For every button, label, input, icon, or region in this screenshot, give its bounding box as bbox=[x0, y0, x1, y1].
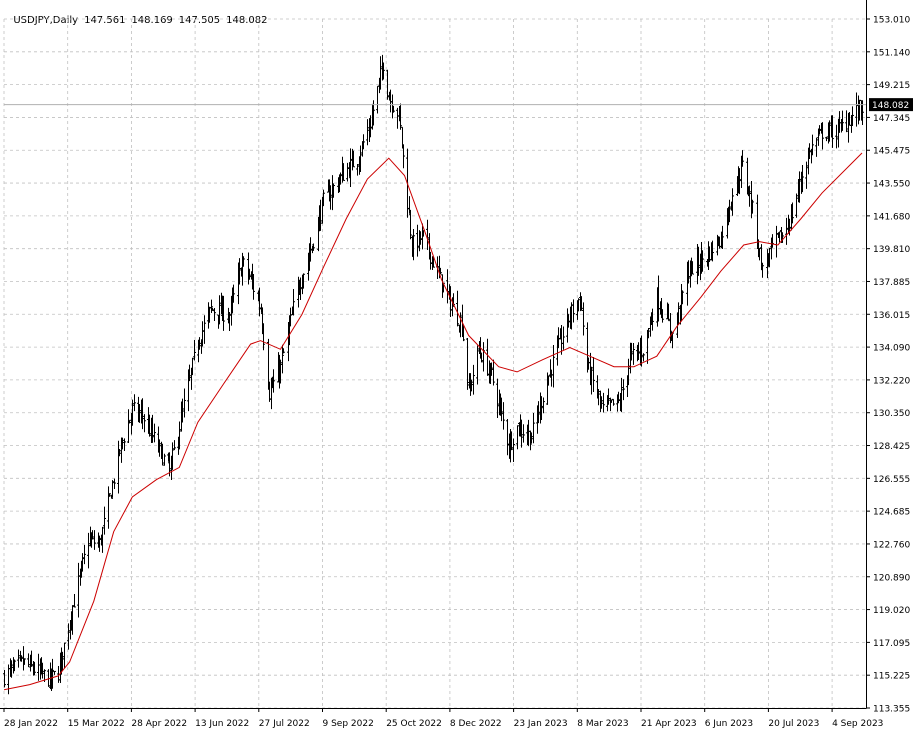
grid-lines bbox=[3, 18, 866, 709]
moving-average-line bbox=[3, 152, 863, 691]
low-value: 147.505 bbox=[178, 15, 221, 26]
y-tick-label: 115.225 bbox=[873, 672, 910, 682]
y-tick-label: 149.215 bbox=[873, 81, 910, 91]
y-axis-ticks: 153.010 151.140 149.215 147.345 145.475 143.5… bbox=[866, 16, 910, 715]
y-tick-label: 120.890 bbox=[873, 573, 910, 583]
y-tick-label: 124.685 bbox=[873, 508, 910, 518]
x-tick-label: 4 Sep 2023 bbox=[832, 719, 883, 729]
y-tick-label: 153.010 bbox=[873, 16, 910, 26]
symbol-label: USDJPY,Daily bbox=[13, 15, 79, 26]
x-tick-label: 13 Jun 2022 bbox=[195, 719, 249, 729]
y-tick-label: 137.885 bbox=[873, 278, 910, 288]
y-tick-label: 139.810 bbox=[873, 245, 910, 255]
y-tick-label: 132.220 bbox=[873, 376, 910, 386]
x-tick-label: 15 Mar 2022 bbox=[68, 719, 125, 729]
y-tick-label: 147.345 bbox=[873, 114, 910, 124]
x-tick-label: 21 Apr 2023 bbox=[641, 719, 697, 729]
price-label-text: 148.082 bbox=[872, 101, 909, 111]
x-tick-label: 27 Jul 2022 bbox=[259, 719, 310, 729]
x-tick-label: 8 Dec 2022 bbox=[450, 719, 502, 729]
x-tick-label: 20 Jul 2023 bbox=[768, 719, 819, 729]
y-tick-label: 151.140 bbox=[873, 48, 910, 58]
x-tick-label: 25 Oct 2022 bbox=[386, 719, 442, 729]
price-label-box bbox=[869, 98, 913, 112]
x-tick-label: 6 Jun 2023 bbox=[705, 719, 753, 729]
x-tick-label: 8 Mar 2023 bbox=[577, 719, 628, 729]
open-value: 147.561 bbox=[84, 15, 126, 26]
current-price-label: 148.082 bbox=[869, 98, 913, 112]
ohlc-bars bbox=[3, 54, 864, 695]
y-tick-label: 130.350 bbox=[873, 409, 910, 419]
chart-axes bbox=[0, 0, 867, 709]
y-tick-label: 126.555 bbox=[873, 475, 910, 485]
x-tick-label: 9 Sep 2022 bbox=[323, 719, 374, 729]
x-tick-label: 23 Jan 2023 bbox=[514, 719, 568, 729]
y-tick-label: 122.760 bbox=[873, 540, 910, 550]
y-tick-label: 141.680 bbox=[873, 212, 910, 222]
chart-header: USDJPY,Daily 147.561 148.169 147.505 148.082 bbox=[7, 4, 274, 26]
y-tick-label: 134.090 bbox=[873, 344, 910, 354]
y-tick-label: 117.095 bbox=[873, 639, 910, 649]
close-value: 148.082 bbox=[226, 15, 268, 26]
x-tick-label: 28 Apr 2022 bbox=[131, 719, 187, 729]
y-tick-label: 113.355 bbox=[873, 705, 910, 715]
y-tick-label: 143.550 bbox=[873, 180, 910, 190]
x-tick-label: 28 Jan 2022 bbox=[4, 719, 58, 729]
y-tick-label: 145.475 bbox=[873, 147, 910, 157]
y-tick-label: 128.425 bbox=[873, 442, 910, 452]
high-value: 148.169 bbox=[131, 15, 173, 26]
y-tick-label: 136.015 bbox=[873, 311, 910, 321]
y-tick-label: 119.020 bbox=[873, 606, 910, 616]
x-axis-ticks: 28 Jan 2022 15 Mar 2022 28 Apr 2022 13 Jun … bbox=[3, 708, 883, 729]
